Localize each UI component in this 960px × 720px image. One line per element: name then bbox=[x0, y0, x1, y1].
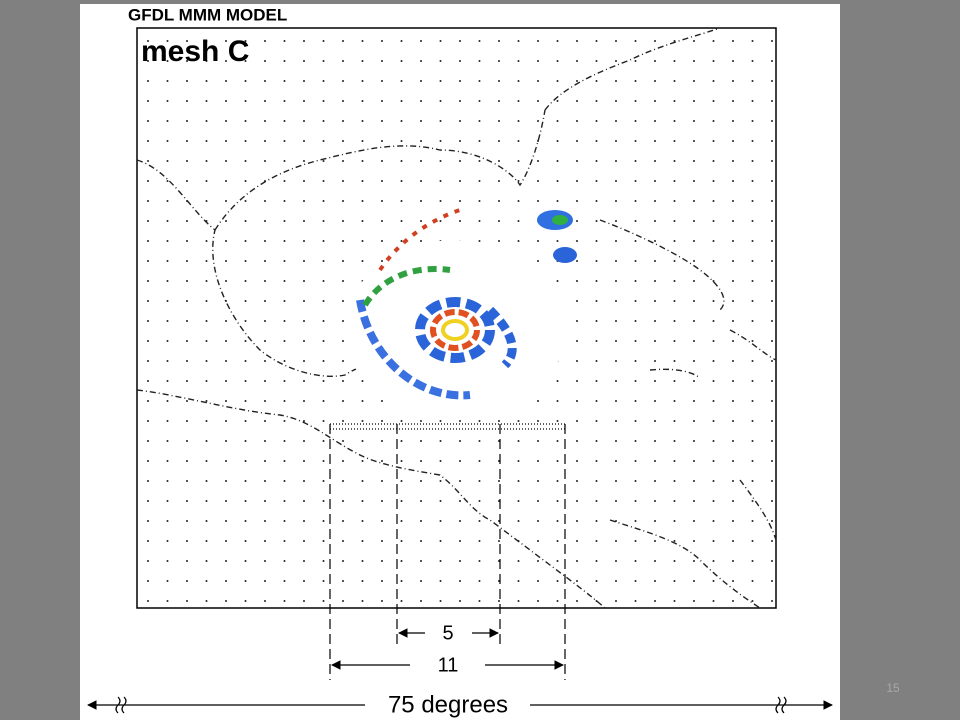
slide-number: 15 bbox=[886, 681, 900, 695]
inner-mesh-lines bbox=[87, 423, 833, 714]
mesh-label: mesh C bbox=[141, 35, 249, 68]
storm-rainbands bbox=[345, 208, 577, 420]
figure-title: GFDL MMM MODEL bbox=[128, 5, 287, 24]
outer-span-label: 75 degrees bbox=[388, 691, 508, 718]
middle-span-label: 11 bbox=[438, 654, 459, 676]
inner-span-label: 5 bbox=[442, 622, 453, 644]
